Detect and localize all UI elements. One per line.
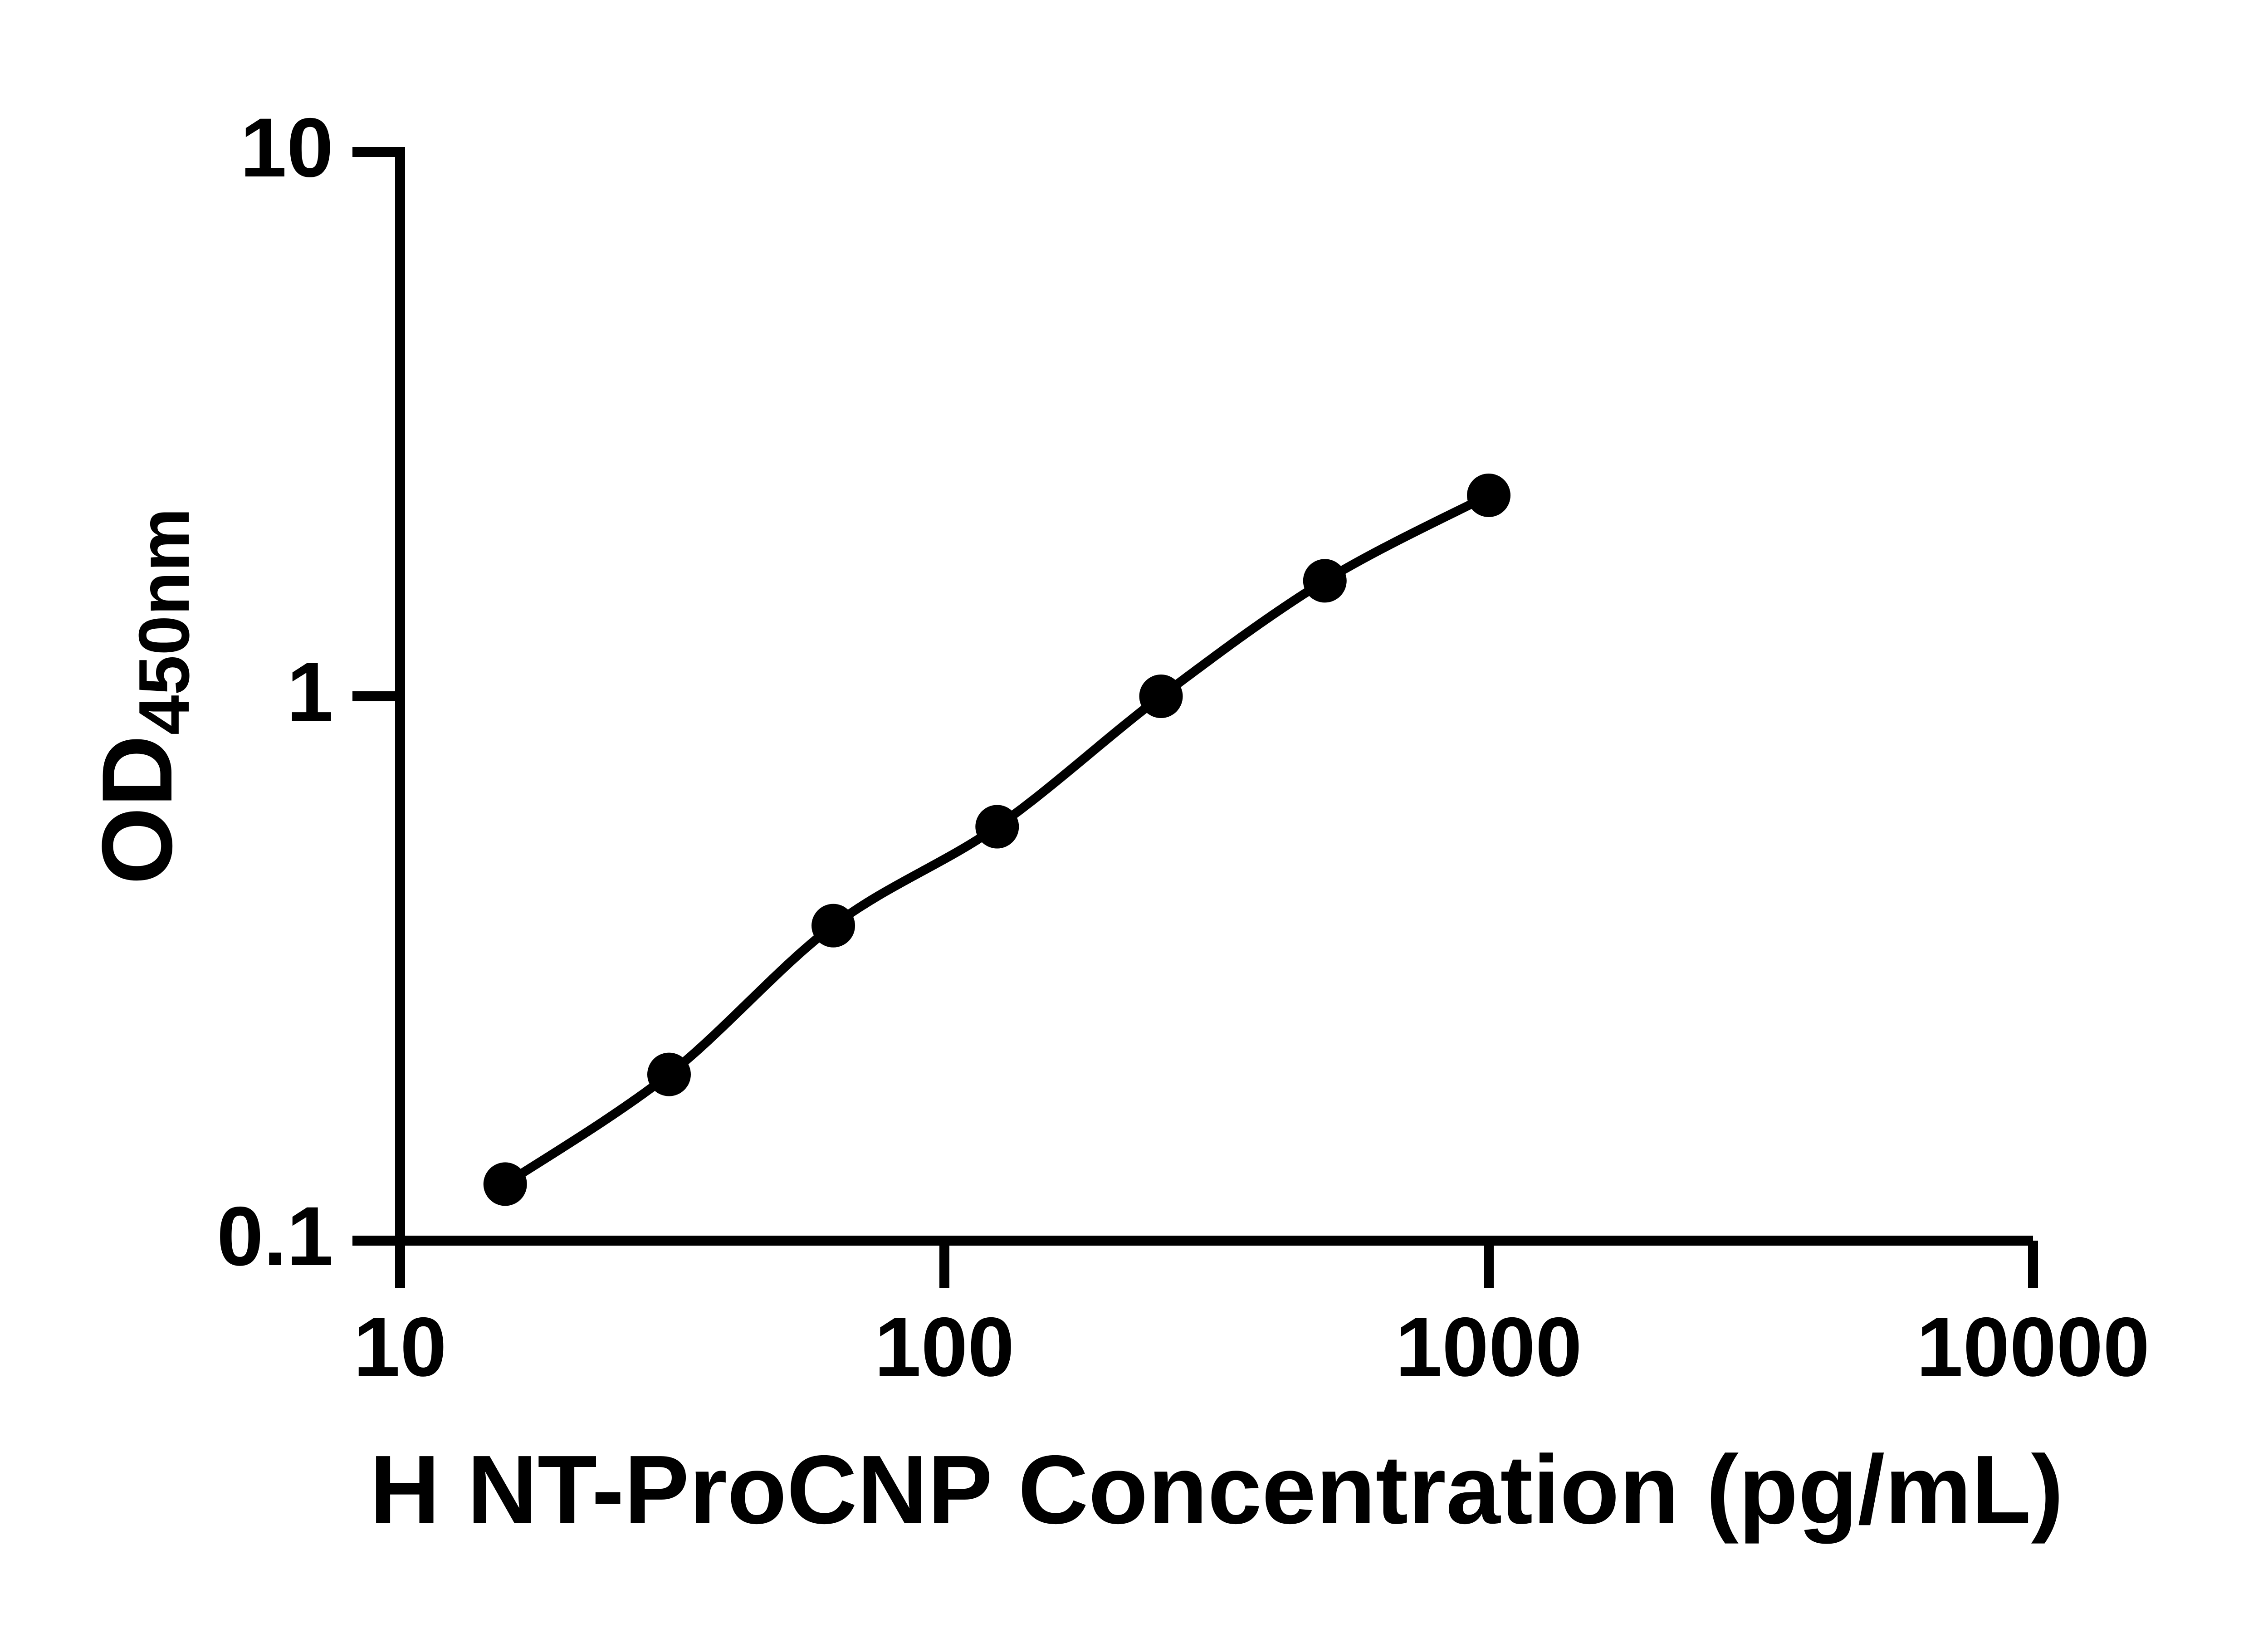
x-axis-title: H NT-ProCNP Concentration (pg/mL) <box>369 1435 2064 1544</box>
x-tick-label-2: 1000 <box>1395 1301 1582 1394</box>
data-point-2 <box>811 904 855 948</box>
y-axis-title-subscript: 450nm <box>124 508 204 735</box>
y-axis-title-main: OD <box>81 735 193 885</box>
data-point-4 <box>1139 675 1183 718</box>
y-tick-label-2: 0.1 <box>216 1190 333 1283</box>
data-point-6 <box>1467 473 1510 517</box>
y-tick-label-1: 1 <box>287 645 333 739</box>
x-tick-label-3: 10000 <box>1916 1301 2150 1394</box>
data-point-1 <box>647 1052 691 1096</box>
y-tick-label-0: 10 <box>240 101 333 195</box>
y-axis-title: OD450nm <box>81 508 204 885</box>
data-point-0 <box>483 1162 527 1206</box>
x-tick-label-0: 10 <box>353 1301 447 1394</box>
data-point-3 <box>975 805 1019 849</box>
data-point-5 <box>1303 559 1347 603</box>
x-tick-label-1: 100 <box>874 1301 1015 1394</box>
